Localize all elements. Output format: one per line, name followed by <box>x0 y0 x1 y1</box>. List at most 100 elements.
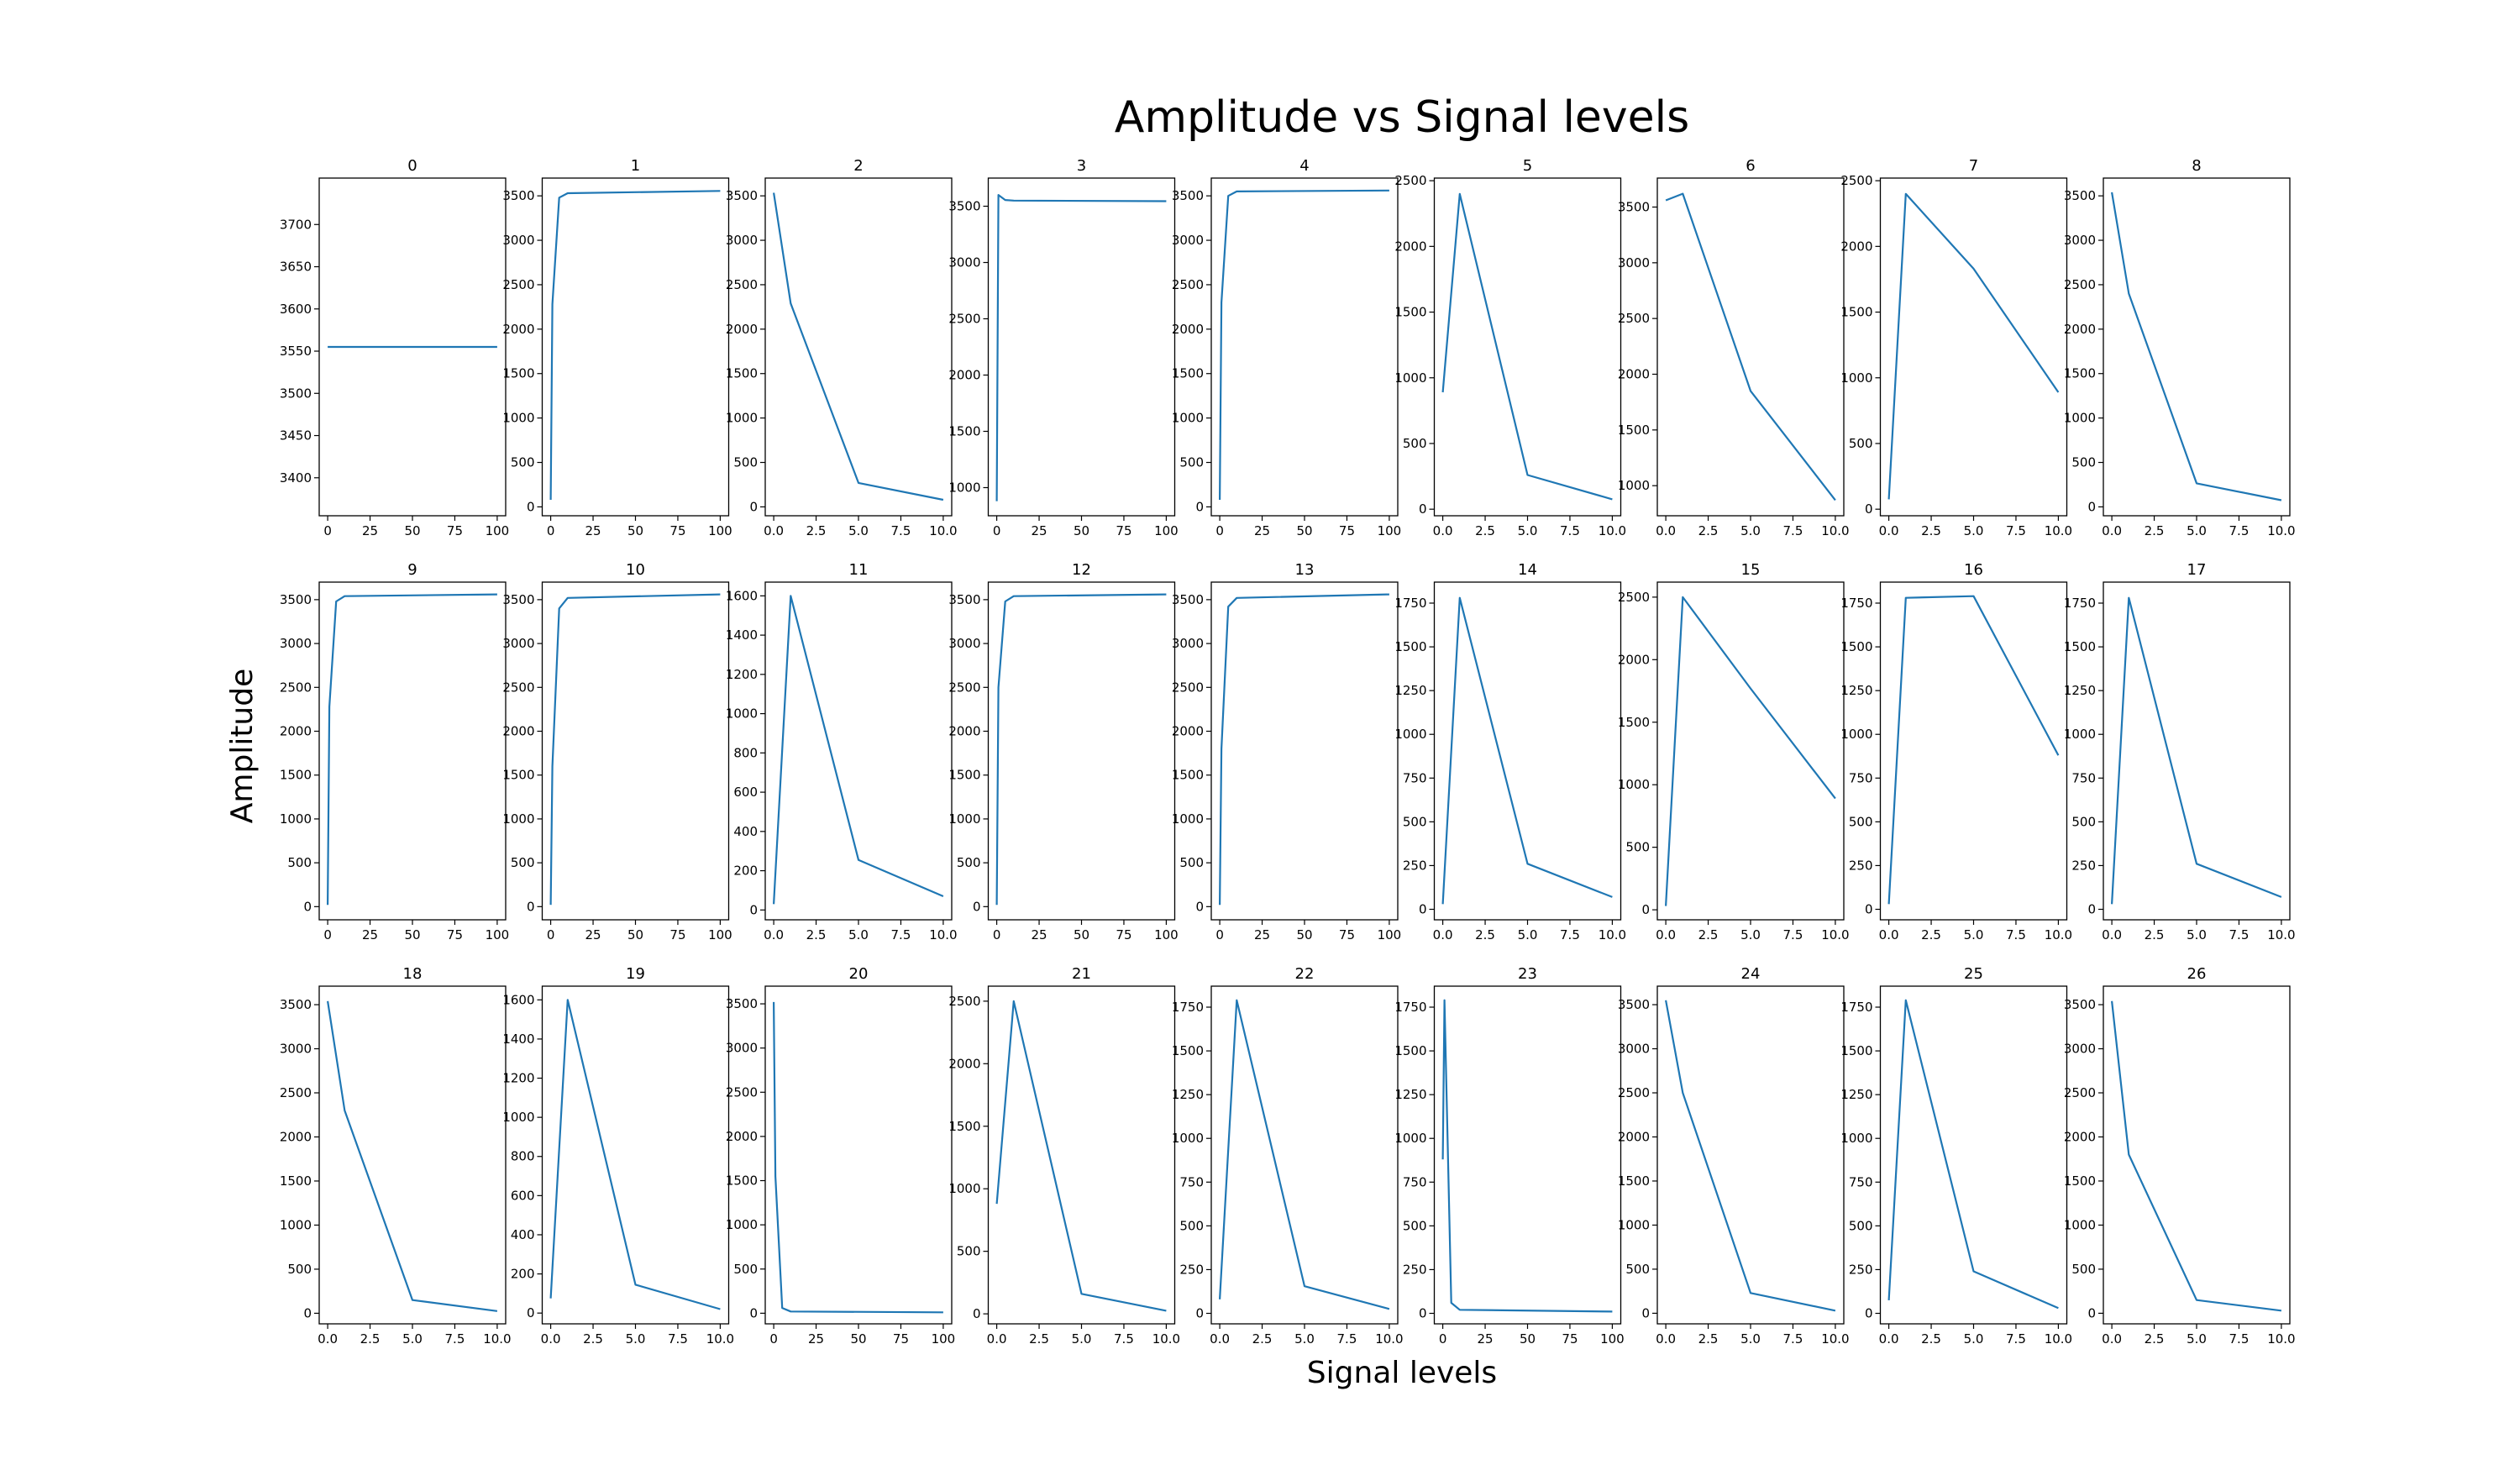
y-tick-label: 500 <box>2071 1262 2096 1277</box>
y-tick-label: 0 <box>1865 501 1873 517</box>
y-tick-label: 1000 <box>502 1110 534 1125</box>
y-tick-label: 750 <box>2071 770 2096 785</box>
y-tick-label: 250 <box>1179 1262 1204 1277</box>
y-tick-label: 1750 <box>1394 1000 1426 1015</box>
x-tick-label: 50 <box>1296 927 1312 942</box>
y-tick-label: 3500 <box>502 188 534 203</box>
x-tick-label: 2.5 <box>1698 1331 1719 1347</box>
series-line <box>327 593 497 906</box>
y-tick-label: 1500 <box>2064 1173 2096 1189</box>
x-tick-label: 10.0 <box>1821 927 1849 942</box>
y-tick-label: 1400 <box>502 1032 534 1047</box>
y-tick-label: 500 <box>511 455 535 470</box>
y-tick-label: 1000 <box>1394 370 1426 386</box>
y-tick-label: 3000 <box>948 636 980 651</box>
y-tick-label: 3500 <box>280 386 312 401</box>
x-tick-label: 5.0 <box>2187 1331 2207 1347</box>
y-tick-label: 3500 <box>1172 592 1204 607</box>
x-tick-label: 0.0 <box>987 1331 1007 1347</box>
x-tick-label: 50 <box>1296 523 1312 538</box>
y-tick-label: 2000 <box>1618 652 1650 667</box>
y-tick-label: 600 <box>733 785 758 800</box>
y-tick-label: 500 <box>2071 814 2096 829</box>
y-tick-label: 200 <box>511 1267 535 1282</box>
x-tick-label: 100 <box>708 927 732 942</box>
series-line <box>1887 595 2060 905</box>
x-tick-label: 7.5 <box>1114 1331 1134 1347</box>
x-tick-label: 5.0 <box>848 523 869 538</box>
series-line <box>1441 999 1613 1313</box>
x-tick-label: 10.0 <box>1599 927 1626 942</box>
y-tick-label: 1750 <box>2064 596 2096 611</box>
y-tick-label: 1750 <box>1840 596 1872 611</box>
y-tick-label: 250 <box>2071 858 2096 873</box>
x-tick-label: 0 <box>993 523 1001 538</box>
x-tick-label: 0 <box>1439 1331 1447 1347</box>
y-tick-label: 750 <box>1403 1174 1427 1189</box>
subplot-14: 14 0.0 2.5 5.0 7.5 10.0 0 250 500 750 1000 1250 1500… <box>1394 561 1626 942</box>
y-tick-label: 1000 <box>1172 411 1204 426</box>
y-tick-label: 1500 <box>1394 305 1426 320</box>
y-tick-label: 3500 <box>948 592 980 607</box>
y-tick-label: 400 <box>511 1227 535 1242</box>
x-tick-label: 100 <box>486 927 510 942</box>
subplot-title: 6 <box>1746 157 1755 175</box>
y-tick-label: 0 <box>1195 499 1204 514</box>
y-tick-label: 1200 <box>726 667 758 682</box>
y-tick-label: 1000 <box>2064 1217 2096 1232</box>
x-tick-label: 75 <box>669 927 685 942</box>
y-tick-label: 3550 <box>280 344 312 359</box>
axes-frame <box>987 581 1176 921</box>
x-tick-label: 10.0 <box>2267 1331 2295 1347</box>
y-tick-label: 1000 <box>1172 1131 1204 1146</box>
y-tick-label: 0 <box>1419 501 1427 517</box>
subplot-0: 0 0 25 50 75 100 3400 3450 3500 3550 3600 3650 3700 <box>280 157 509 538</box>
y-tick-label: 1500 <box>726 1173 758 1189</box>
y-tick-label: 2000 <box>2064 1129 2096 1144</box>
series-line <box>2111 596 2282 905</box>
y-tick-label: 0 <box>749 902 758 917</box>
y-tick-label: 3500 <box>1618 199 1650 214</box>
x-tick-label: 5.0 <box>2187 523 2207 538</box>
axes-frame <box>987 177 1176 517</box>
y-tick-label: 3000 <box>726 1041 758 1056</box>
y-tick-label: 0 <box>2087 1305 2096 1320</box>
y-tick-label: 2000 <box>1618 367 1650 382</box>
y-tick-label: 1250 <box>1394 1087 1426 1102</box>
y-tick-label: 1400 <box>726 627 758 643</box>
axes-frame <box>2103 177 2291 517</box>
y-tick-label: 500 <box>287 855 312 870</box>
x-tick-label: 25 <box>585 927 601 942</box>
y-tick-label: 250 <box>1403 858 1427 873</box>
subplot-title: 3 <box>1077 157 1086 175</box>
series-line <box>1887 999 2059 1310</box>
series-line <box>1219 999 1390 1310</box>
series-line <box>2111 1000 2282 1312</box>
x-tick-label: 10.0 <box>1152 1331 1180 1347</box>
x-tick-label: 2.5 <box>1921 1331 1941 1347</box>
y-tick-label: 0 <box>1865 902 1873 917</box>
x-tick-label: 7.5 <box>1337 1331 1357 1347</box>
series-line <box>549 593 721 906</box>
x-tick-label: 7.5 <box>1783 523 1803 538</box>
subplot-8: 8 0.0 2.5 5.0 7.5 10.0 0 500 1000 1500 2000 2500 300… <box>2064 157 2296 538</box>
y-tick-label: 2500 <box>1840 173 1872 188</box>
x-tick-label: 25 <box>1254 927 1270 942</box>
x-tick-label: 50 <box>850 1331 866 1347</box>
x-tick-label: 0.0 <box>1433 523 1453 538</box>
y-tick-label: 500 <box>1179 1218 1204 1233</box>
axes-frame <box>1210 581 1399 921</box>
y-tick-label: 1500 <box>948 1119 980 1134</box>
y-tick-label: 500 <box>511 855 535 870</box>
x-tick-label: 0.0 <box>2102 1331 2122 1347</box>
x-tick-label: 5.0 <box>1518 927 1538 942</box>
y-tick-label: 0 <box>973 1306 981 1321</box>
y-tick-label: 3000 <box>1172 233 1204 248</box>
series-line <box>995 194 1167 501</box>
series-line <box>1665 192 1836 501</box>
y-tick-label: 500 <box>1179 455 1204 470</box>
